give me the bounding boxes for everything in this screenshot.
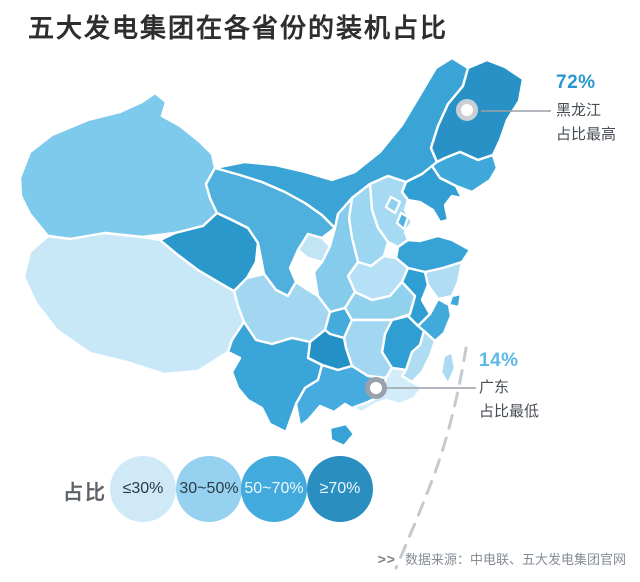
legend-bin-50-70: 50~70% xyxy=(241,456,307,522)
data-source: >> 数据来源：中电联、五大发电集团官网 xyxy=(378,549,626,568)
province-xinjiang xyxy=(18,91,219,241)
marker-ring-heilongjiang xyxy=(456,99,478,121)
callout-lowest: 14% 广东 占比最低 xyxy=(479,350,539,424)
callout-highest-value: 72% xyxy=(556,72,596,93)
province-ningxia xyxy=(296,232,332,264)
double-chevron-icon: >> xyxy=(377,550,396,567)
legend-bin-ge70: ≥70% xyxy=(307,456,373,522)
page-title: 五大发电集团在各省份的装机占比 xyxy=(28,14,449,43)
legend-title: 占比 xyxy=(63,482,107,504)
legend-bin-le30-label: ≤30% xyxy=(122,480,164,497)
legend: 占比 ≤30% 30~50% 50~70% ≥70% xyxy=(0,456,640,526)
legend-bin-30-50-label: 30~50% xyxy=(179,480,239,497)
province-hainan xyxy=(328,422,356,448)
province-beijing xyxy=(384,195,402,215)
province-guangdong xyxy=(350,366,424,414)
province-liaoning xyxy=(400,164,464,224)
province-tianjin xyxy=(395,211,410,231)
province-taiwan xyxy=(439,350,457,386)
marker-ring-guangdong xyxy=(365,377,387,399)
callout-lowest-region: 广东 xyxy=(479,379,510,396)
callout-highest-note: 占比最高 xyxy=(556,126,617,143)
data-source-text: 数据来源：中电联、五大发电集团官网 xyxy=(404,552,626,567)
callout-highest: 72% 黑龙江 占比最高 xyxy=(556,72,616,147)
callout-lowest-note: 占比最低 xyxy=(479,403,540,420)
callout-highest-region: 黑龙江 xyxy=(556,102,602,119)
callout-lowest-value: 14% xyxy=(479,350,519,371)
legend-bin-30-50: 30~50% xyxy=(176,456,242,522)
legend-bin-le30: ≤30% xyxy=(110,456,176,522)
province-yunnan xyxy=(226,320,324,434)
province-jiangsu xyxy=(423,260,464,301)
legend-bin-ge70-label: ≥70% xyxy=(319,480,361,497)
province-shanghai xyxy=(447,292,463,309)
province-qinghai xyxy=(158,211,260,293)
province-guangxi xyxy=(294,363,388,428)
legend-bin-50-70-label: 50~70% xyxy=(244,480,304,497)
